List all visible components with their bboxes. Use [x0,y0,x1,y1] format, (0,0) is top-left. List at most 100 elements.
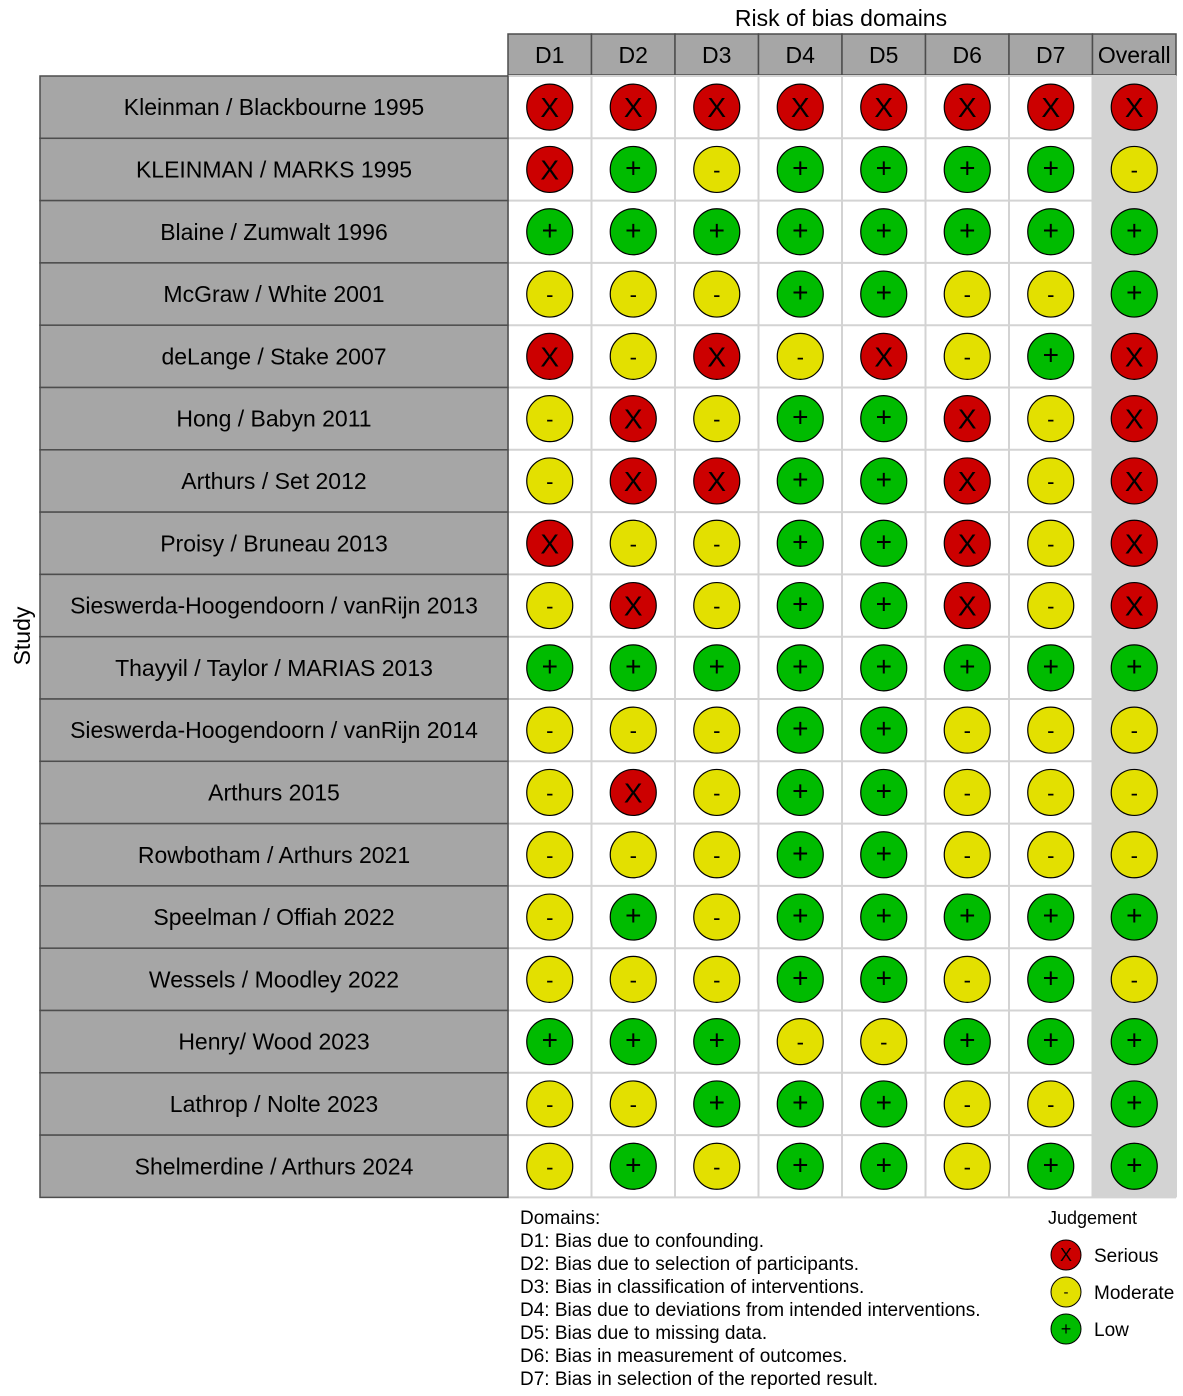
judgement-circle [860,1142,908,1190]
judgement-circle [943,768,991,817]
judgement-circle [943,457,991,505]
judgement-circle [860,1018,908,1066]
judgement-symbol: + [625,215,641,246]
judgement-circle [693,893,741,941]
judgement-circle [943,519,991,567]
judgement-grid: X X X X X X X X X + - + + + + - + + + + + + + + - - - + + - - + X - X - X - + X… [507,75,1177,1199]
judgement-symbol: - [713,967,720,992]
judgement-circle [526,332,574,380]
y-axis-label: Study [9,606,35,665]
judgement-circle [526,270,574,318]
judgement-symbol: + [625,1025,641,1056]
judgement-symbol: - [964,282,971,307]
judgement-symbol: - [713,282,720,307]
judgement-symbol: - [713,594,720,619]
legend-label: Moderate [1094,1283,1174,1304]
judgement-symbol: + [876,1087,892,1118]
judgement-symbol: + [709,1087,725,1118]
judgement-circle [609,955,657,1003]
judgement-symbol: X [1125,404,1144,435]
judgement-symbol: + [876,962,892,993]
judgement-symbol: + [876,651,892,682]
judgement-symbol: X [1125,341,1144,372]
judgement-circle [860,83,908,131]
judgement-symbol: X [624,404,643,435]
judgement-symbol: + [709,1025,725,1056]
judgement-circle [693,831,741,879]
judgement-circle [693,83,741,131]
judgement-circle [526,519,574,567]
judgement-symbol: - [1047,780,1054,805]
judgement-symbol: X [1125,528,1144,559]
judgement-symbol: - [630,843,637,868]
judgement-circle [693,1018,741,1066]
study-label: Sieswerda-Hoogendoorn / vanRijn 2014 [70,717,478,743]
legend-symbol: - [1064,1284,1069,1301]
judgement-circle [776,83,824,131]
judgement-symbol: + [876,152,892,183]
study-label: Rowbotham / Arthurs 2021 [138,842,410,868]
judgement-circle [609,519,657,567]
judgement-symbol: + [625,152,641,183]
judgement-symbol: + [542,215,558,246]
judgement-circle [526,145,574,194]
domains-note-line: D2: Bias due to selection of participant… [520,1254,859,1275]
judgement-symbol: + [1043,339,1059,370]
judgement-symbol: + [1043,900,1059,931]
judgement-circle [776,208,824,256]
judgement-symbol: + [959,1025,975,1056]
judgement-symbol: X [791,92,810,123]
judgement-symbol: - [1047,594,1054,619]
judgement-circle [609,208,657,256]
judgement-circle [1110,145,1158,194]
judgement-circle [860,955,908,1003]
study-label: Blaine / Zumwalt 1996 [160,219,388,245]
judgement-circle [526,644,574,692]
judgement-circle [776,768,824,817]
judgement-circle [776,395,824,443]
domain-header-label: D3 [702,42,731,68]
judgement-circle [943,831,991,879]
judgement-symbol: + [792,402,808,433]
judgement-symbol: + [876,402,892,433]
judgement-circle [860,831,908,879]
judgement-symbol: - [797,344,804,369]
judgement-circle [609,457,657,505]
judgement-symbol: X [624,92,643,123]
judgement-symbol: - [713,843,720,868]
judgement-symbol: + [1043,651,1059,682]
legend-swatch [1050,1239,1082,1271]
judgement-symbol: + [959,152,975,183]
domains-note-line: D4: Bias due to deviations from intended… [520,1300,981,1321]
judgement-circle [776,1142,824,1190]
judgement-circle [943,83,991,131]
domains-note-title: Domains: [520,1208,600,1229]
judgement-circle [776,332,824,380]
study-label: deLange / Stake 2007 [161,343,386,369]
judgement-circle [693,706,741,754]
judgement-circle [1110,644,1158,692]
domains-note-line: D1: Bias due to confounding. [520,1231,764,1252]
judgement-circle [693,768,741,817]
judgement-symbol: - [1047,1092,1054,1117]
study-cell [39,324,509,389]
judgement-symbol: + [792,1087,808,1118]
judgement-symbol: + [625,900,641,931]
domains-note-line: D7: Bias in selection of the reported re… [520,1369,878,1390]
judgement-circle [943,955,991,1003]
judgement-symbol: X [958,591,977,622]
judgement-circle [860,519,908,567]
judgement-circle [1110,1080,1158,1128]
judgement-circle [1110,893,1158,941]
legend-label: Low [1094,1320,1129,1341]
judgement-circle [609,1142,657,1190]
judgement-circle [776,270,824,318]
judgement-symbol: - [546,1092,553,1117]
judgement-symbol: X [540,528,559,559]
study-cell [39,262,509,326]
judgement-circle [776,644,824,692]
judgement-symbol: + [792,900,808,931]
judgement-symbol: + [876,464,892,495]
judgement-symbol: + [959,215,975,246]
judgement-symbol: - [546,282,553,307]
